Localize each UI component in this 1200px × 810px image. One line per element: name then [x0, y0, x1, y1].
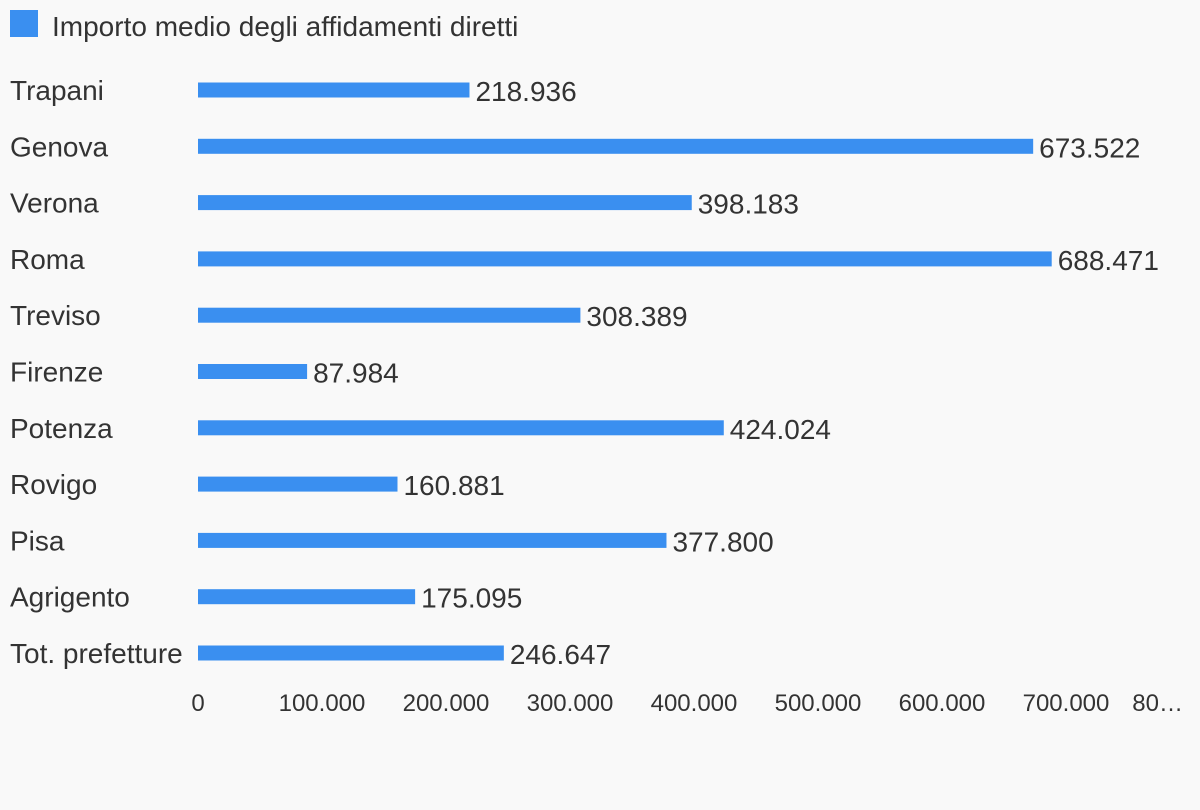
x-tick-label: 700.000: [1023, 690, 1110, 717]
x-axis-tick-labels: 0 100.000 200.000 300.000 400.000 500.000 600.…: [191, 690, 1183, 717]
category-labels: Trapani Genova Verona Roma Treviso Firenze Pot…: [10, 75, 183, 669]
value-label: 175.095: [421, 583, 522, 614]
bar: [198, 645, 504, 661]
value-label: 377.800: [672, 526, 773, 557]
value-label: 160.881: [403, 470, 504, 501]
category-label: Roma: [10, 244, 85, 275]
value-label: 673.522: [1039, 132, 1140, 163]
x-tick-label: 200.000: [403, 690, 490, 717]
category-label: Rovigo: [10, 469, 97, 500]
category-label: Firenze: [10, 357, 103, 388]
x-tick-label: 100.000: [279, 690, 366, 717]
x-tick-label: 300.000: [527, 690, 614, 717]
category-label: Potenza: [10, 413, 113, 444]
category-label: Pisa: [10, 525, 65, 556]
bar: [198, 476, 398, 492]
category-label: Agrigento: [10, 582, 130, 613]
bars: [198, 82, 1052, 661]
value-label: 218.936: [475, 76, 576, 107]
x-tick-label: 400.000: [651, 690, 738, 717]
category-label: Treviso: [10, 300, 101, 331]
legend: Importo medio degli affidamenti diretti: [10, 10, 518, 42]
category-label: Trapani: [10, 75, 104, 106]
bar: [198, 589, 416, 605]
x-tick-label: 600.000: [899, 690, 986, 717]
legend-label: Importo medio degli affidamenti diretti: [52, 11, 518, 42]
bar: [198, 364, 308, 379]
value-label: 688.471: [1058, 245, 1159, 276]
legend-swatch: [10, 10, 38, 37]
category-label: Tot. prefetture: [10, 638, 183, 669]
value-label: 308.389: [586, 301, 687, 332]
x-tick-label: 0: [191, 690, 204, 717]
bar: [198, 251, 1052, 267]
bar: [198, 307, 581, 323]
x-tick-label: 80…: [1132, 690, 1183, 717]
value-label: 424.024: [730, 414, 831, 445]
bar: [198, 138, 1034, 154]
x-tick-label: 500.000: [775, 690, 862, 717]
value-label: 87.984: [313, 358, 399, 389]
bar: [198, 532, 667, 548]
bar: [198, 195, 692, 211]
value-labels: 218.936 673.522 398.183 688.471 308.389 87.98…: [313, 76, 1159, 670]
category-label: Verona: [10, 188, 99, 219]
value-label: 246.647: [510, 639, 611, 670]
value-label: 398.183: [698, 189, 799, 220]
bar: [198, 420, 724, 436]
bar: [198, 82, 470, 98]
category-label: Genova: [10, 131, 108, 162]
